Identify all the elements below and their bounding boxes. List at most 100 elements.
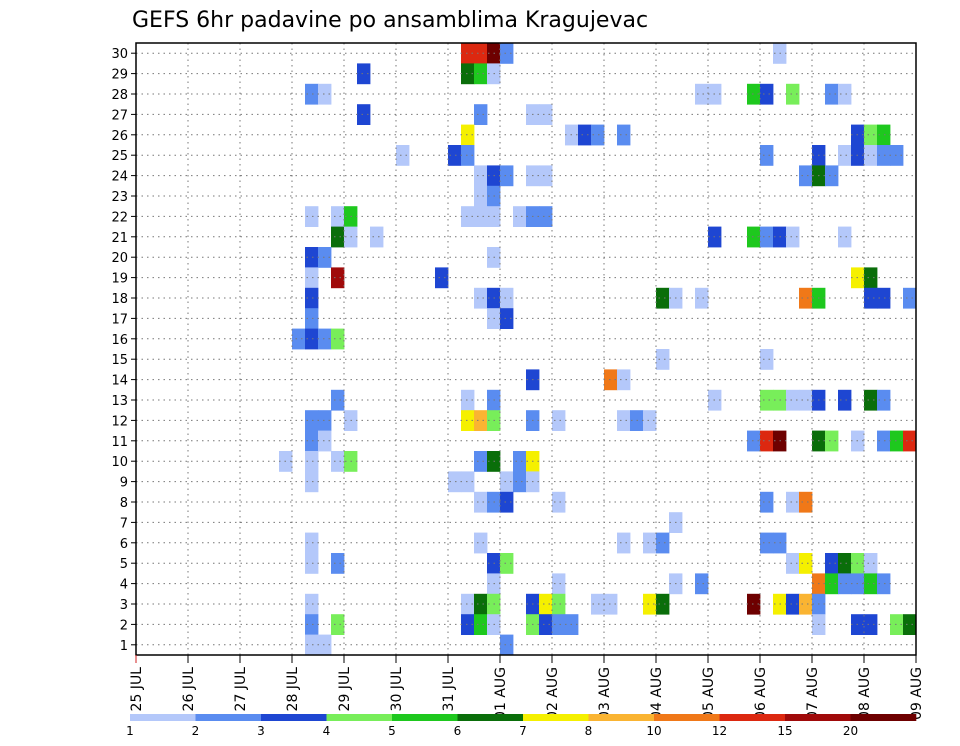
heatmap-cell [760, 389, 774, 411]
heatmap-cell [331, 553, 345, 574]
heatmap-cell [799, 287, 813, 309]
heatmap-cell [799, 491, 813, 513]
heatmap-cell [318, 83, 332, 105]
heatmap-cell [305, 287, 319, 309]
heatmap-cell [305, 410, 319, 431]
heatmap-cell [539, 206, 553, 227]
heatmap-cell [305, 430, 319, 452]
heatmap-cell [643, 593, 657, 615]
heatmap-cell [799, 165, 813, 187]
heatmap-cell [825, 573, 839, 595]
heatmap-cell [864, 553, 878, 574]
colorbar-swatch [850, 714, 917, 721]
heatmap-cell [591, 124, 605, 146]
heatmap-cell [331, 267, 345, 289]
heatmap-cell [305, 267, 319, 289]
heatmap-cell [760, 226, 774, 248]
heatmap-cell [461, 410, 475, 431]
heatmap-cell [500, 287, 514, 309]
x-tick-label: 26 JUL [181, 667, 197, 712]
heatmap-cell [786, 226, 800, 248]
heatmap-cell [305, 634, 319, 656]
y-tick-label: 7 [120, 516, 128, 531]
y-tick-label: 9 [120, 476, 128, 491]
heatmap-cell [864, 614, 878, 635]
heatmap-cell [474, 185, 488, 207]
heatmap-cell [292, 328, 306, 350]
heatmap-cell [461, 471, 475, 493]
heatmap-cell [305, 308, 319, 329]
heatmap-cell [877, 389, 891, 411]
heatmap-cell [500, 491, 514, 513]
heatmap-cell [695, 83, 709, 105]
colorbar-label: 8 [585, 724, 593, 738]
y-axis-ticks: 1234567891011121314151617181920212223242… [111, 47, 136, 654]
heatmap-cell [864, 287, 878, 309]
y-tick-label: 28 [111, 88, 128, 103]
y-tick-label: 18 [111, 292, 128, 307]
heatmap-cell [552, 573, 566, 595]
heatmap-cell [617, 124, 631, 146]
heatmap-cell [500, 634, 514, 656]
heatmap-cell [838, 389, 852, 411]
x-tick-label: 29 JUL [337, 667, 353, 712]
x-tick-label: 09 AUG [909, 667, 925, 720]
colorbar-swatch [588, 714, 655, 721]
y-tick-label: 8 [120, 496, 128, 511]
heatmap-cell [864, 573, 878, 595]
heatmap-cell [617, 532, 631, 554]
y-tick-label: 3 [120, 598, 128, 613]
colorbar-label: 15 [777, 724, 792, 738]
heatmap-cell [838, 573, 852, 595]
colorbar-swatch [130, 714, 196, 721]
heatmap-cell [513, 206, 527, 227]
heatmap-cell [461, 43, 475, 64]
heatmap-cell [305, 614, 319, 635]
x-tick-label: 08 AUG [857, 667, 873, 720]
heatmap-cell [305, 206, 319, 227]
heatmap-cell [461, 124, 475, 146]
heatmap-cell [890, 145, 904, 166]
y-tick-label: 16 [111, 333, 128, 348]
x-tick-label: 05 AUG [701, 667, 717, 720]
x-tick-label: 04 AUG [649, 667, 665, 720]
heatmap-cell [591, 593, 605, 615]
heatmap-cell [747, 226, 761, 248]
heatmap-cell [760, 145, 774, 166]
heatmap-cell [799, 593, 813, 615]
y-tick-label: 12 [111, 414, 128, 429]
heatmap-cell [539, 104, 553, 125]
x-tick-label: 03 AUG [597, 667, 613, 720]
grid-layer [136, 43, 916, 655]
heatmap-cell [656, 287, 670, 309]
heatmap-cell [747, 83, 761, 105]
heatmap-cell [474, 614, 488, 635]
y-tick-label: 5 [120, 557, 128, 572]
heatmap-cell [838, 553, 852, 574]
heatmap-cell [474, 287, 488, 309]
heatmap-cell [305, 83, 319, 105]
heatmap-cell [539, 165, 553, 187]
heatmap-cell [890, 430, 904, 452]
heatmap-cell [435, 267, 449, 289]
y-tick-label: 4 [120, 578, 128, 593]
heatmap-cell [903, 614, 917, 635]
heatmap-cell [825, 83, 839, 105]
heatmap-cell [838, 226, 852, 248]
heatmap-cell [318, 430, 332, 452]
heatmap-cell [552, 410, 566, 431]
x-tick-label: 28 JUL [285, 667, 301, 712]
colorbar-swatch [785, 714, 851, 721]
heatmap-cell [799, 553, 813, 574]
colorbar-swatch [457, 714, 524, 721]
heatmap-cell [474, 43, 488, 64]
colorbar: 1 2 3 4 5 6 7 8 10 12 15 20 [126, 714, 917, 738]
heatmap-cell [331, 206, 345, 227]
x-tick-label: 30 JUL [389, 667, 405, 712]
heatmap-cell [903, 287, 917, 309]
heatmap-cell [318, 328, 332, 350]
heatmap-cell [474, 451, 488, 472]
cells-layer [279, 43, 917, 656]
colorbar-label: 4 [323, 724, 331, 738]
heatmap-cell [539, 614, 553, 635]
